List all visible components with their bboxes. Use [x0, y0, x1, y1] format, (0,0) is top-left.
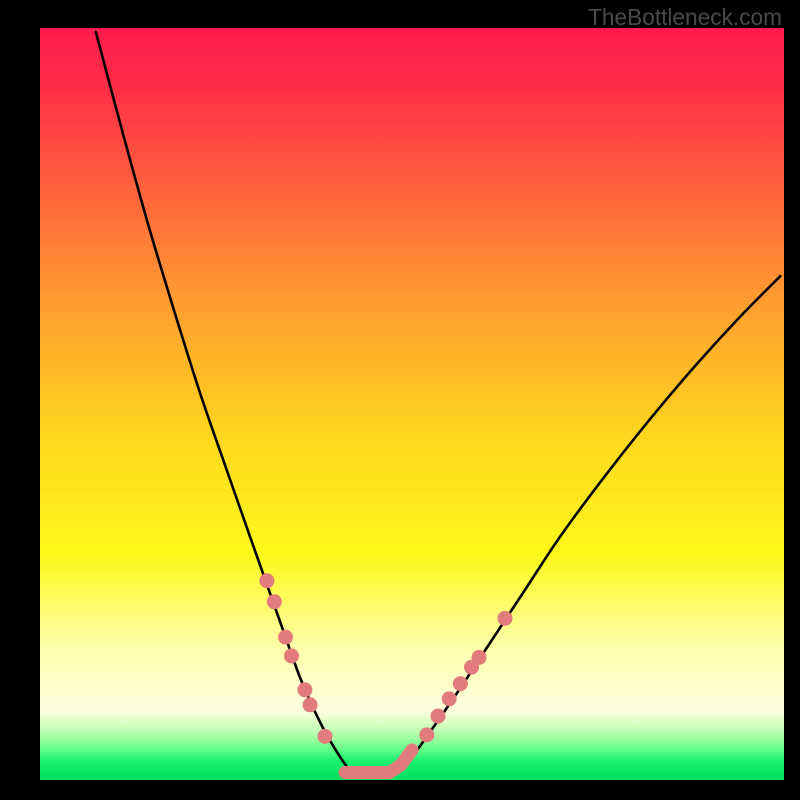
curve-svg — [40, 28, 784, 780]
data-point — [498, 611, 513, 626]
data-point — [267, 594, 282, 609]
left-curve — [96, 32, 364, 776]
data-point — [453, 676, 468, 691]
data-point — [419, 727, 434, 742]
data-point — [284, 648, 299, 663]
data-point — [303, 697, 318, 712]
data-point — [431, 709, 446, 724]
data-point — [442, 691, 457, 706]
data-point — [278, 630, 293, 645]
data-point — [259, 573, 274, 588]
chart-frame: TheBottleneck.com — [0, 0, 800, 800]
watermark-label: TheBottleneck.com — [588, 4, 782, 31]
data-point — [317, 729, 332, 744]
bottom-pill — [345, 750, 412, 773]
data-point — [471, 650, 486, 665]
plot-area — [40, 28, 784, 780]
data-point — [297, 682, 312, 697]
